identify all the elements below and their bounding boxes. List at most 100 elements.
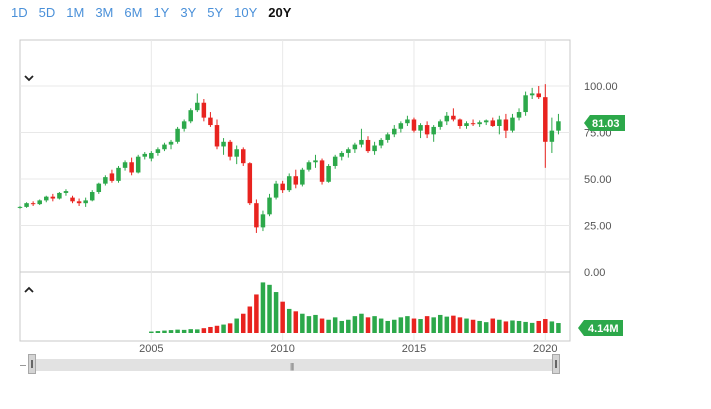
range-tab-1d[interactable]: 1D (11, 5, 28, 20)
candle (549, 117, 555, 153)
candle (556, 113, 561, 135)
volume-bar (352, 316, 358, 333)
candle (451, 108, 456, 122)
plot-frame (19, 39, 571, 342)
range-tab-5d[interactable]: 5D (38, 5, 56, 20)
volume-bar (201, 328, 207, 333)
volume-bar (470, 319, 476, 333)
volume-bar (392, 319, 397, 333)
candle (286, 173, 292, 193)
candle-body (17, 206, 23, 208)
candle (516, 108, 522, 121)
volume-bar (267, 284, 272, 333)
range-tab-1m[interactable]: 1M (66, 5, 85, 20)
scrollbar-track[interactable] (32, 359, 556, 371)
range-tab-1y[interactable]: 1Y (153, 5, 170, 20)
candle (444, 112, 450, 126)
volume-bar (536, 320, 541, 333)
candle (280, 180, 285, 193)
candle-body (470, 123, 476, 125)
volume-bar (464, 318, 469, 333)
chevron-down-icon[interactable] (24, 75, 34, 82)
candle-body (286, 176, 292, 191)
candle (168, 139, 174, 150)
candle (142, 152, 148, 160)
candle-body (188, 110, 193, 122)
candle (300, 167, 305, 187)
volume-bar (332, 317, 338, 333)
candle (398, 121, 404, 133)
candle (24, 202, 29, 208)
candle (188, 108, 193, 124)
scroll-left-handle[interactable] (28, 354, 36, 374)
candle (503, 113, 509, 139)
volume-bar (477, 320, 482, 333)
candle (201, 99, 207, 122)
candle-body (129, 162, 134, 173)
candle-body (556, 121, 561, 131)
chevron-up-icon[interactable] (24, 286, 34, 293)
candle (50, 193, 56, 202)
candle-body (549, 130, 555, 142)
volume-bar (556, 323, 561, 333)
grip-icon[interactable]: ||| (290, 362, 294, 371)
candle (378, 138, 384, 149)
volume-bar (175, 329, 180, 333)
candle (273, 180, 279, 200)
candle (477, 120, 482, 127)
candle (523, 91, 528, 116)
candle-body (208, 117, 213, 126)
volume-bar (529, 322, 535, 333)
volume-bar (424, 316, 430, 333)
candle (17, 205, 23, 209)
candle-body (431, 126, 436, 135)
candle-body (50, 196, 56, 199)
candle-body (122, 162, 128, 168)
candle-body (30, 203, 36, 205)
volume-bar (300, 313, 305, 333)
candle (103, 175, 108, 186)
candle-body (418, 125, 423, 131)
volume-bar (162, 330, 167, 333)
candle-body (365, 139, 371, 152)
candle (254, 199, 259, 233)
candle-body (37, 200, 42, 205)
candle (464, 121, 469, 129)
volume-bar (227, 323, 233, 333)
range-tab-6m[interactable]: 6M (124, 5, 143, 20)
volume-bar (451, 315, 456, 333)
volume-bar (195, 329, 200, 333)
candle-body (175, 128, 180, 142)
candle-body (214, 125, 220, 147)
volume-bar (510, 320, 515, 333)
volume-bar (359, 313, 364, 333)
range-tab-20y[interactable]: 20Y (268, 5, 292, 20)
candle-body (437, 121, 443, 127)
grid-layer (19, 39, 571, 342)
candle-body (306, 162, 312, 170)
range-tab-3y[interactable]: 3Y (180, 5, 197, 20)
volume-bar (293, 311, 299, 333)
candle (405, 115, 410, 126)
candle-body (103, 177, 108, 184)
candle-body (24, 203, 29, 207)
volume-bar (286, 308, 292, 333)
candle (346, 147, 351, 158)
candle (490, 117, 496, 127)
candle (457, 118, 463, 129)
range-tab-10y[interactable]: 10Y (234, 5, 258, 20)
candle-body (267, 197, 272, 215)
scroll-right-handle[interactable] (552, 354, 560, 374)
candle-body (411, 119, 417, 131)
candle-body (543, 97, 548, 142)
candle-body (70, 197, 75, 202)
range-tab-3m[interactable]: 3M (95, 5, 114, 20)
range-tab-5y[interactable]: 5Y (207, 5, 224, 20)
candle (260, 210, 266, 232)
last-volume-badge: 4.14M (578, 320, 623, 336)
volume-bar (431, 317, 436, 333)
candle (149, 151, 154, 162)
candle-body (346, 149, 351, 153)
candle-body (149, 152, 154, 159)
